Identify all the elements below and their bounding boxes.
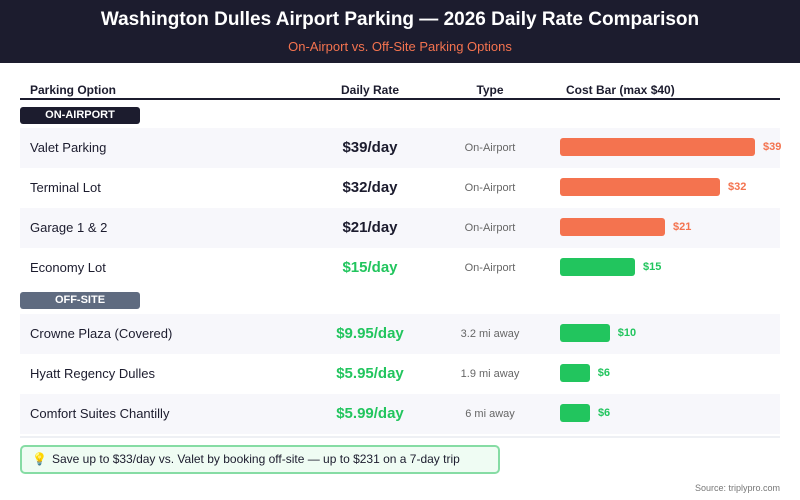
daily-rate: $15/day [342,259,398,276]
parking-type: 3.2 mi away [460,328,520,340]
parking-type: On-Airport [464,262,516,274]
callout-text: Save up to $33/day vs. Valet by booking … [52,452,460,466]
cost-bar [560,138,755,156]
table-row: Valet Parking $39/day On-Airport $39 [20,128,782,168]
bar-label: $6 [597,407,611,419]
cost-bar [560,178,720,196]
bar-label: $10 [617,327,637,339]
table-row: Garage 1 & 2 $21/day On-Airport $21 [20,208,780,248]
bar-label: $32 [728,181,747,193]
daily-rate: $5.99/day [336,405,404,422]
col-header-option: Parking Option [30,83,117,97]
parking-name: Hyatt Regency Dulles [30,366,155,381]
table-row: Hyatt Regency Dulles $5.95/day 1.9 mi aw… [20,354,780,394]
parking-type: On-Airport [464,222,516,234]
col-header-type: Type [476,83,504,97]
parking-name: Garage 1 & 2 [30,220,108,235]
daily-rate: $21/day [342,219,398,236]
parking-name: Valet Parking [30,140,107,155]
parking-type: On-Airport [464,142,516,154]
parking-type: On-Airport [464,182,516,194]
cost-bar [560,218,665,236]
parking-type: 6 mi away [465,408,515,420]
header: Washington Dulles Airport Parking — 2026… [0,0,800,63]
savings-callout: 💡 Save up to $33/day vs. Valet by bookin… [20,445,500,474]
table-row: Terminal Lot $32/day On-Airport $32 [20,168,780,208]
cost-bar [560,324,610,342]
section-badge: ON-AIRPORT [20,107,140,124]
bottom-divider [20,436,780,438]
chart-title: Washington Dulles Airport Parking — 2026… [100,9,700,30]
bar-label: $15 [643,261,662,273]
chart-subtitle: On-Airport vs. Off-Site Parking Options [288,39,512,54]
table-row: Economy Lot $15/day On-Airport $15 [20,248,780,288]
table-row: Comfort Suites Chantilly $5.99/day 6 mi … [20,394,780,434]
bar-label: $39 [763,141,782,153]
parking-type: 1.9 mi away [460,368,520,380]
col-header-bar: Cost Bar (max $40) [566,83,675,97]
cost-bar [560,404,590,422]
parking-name: Terminal Lot [30,180,101,195]
bar-label: $6 [597,367,610,379]
parking-name: Economy Lot [30,260,106,275]
header-divider [20,98,780,100]
cost-bar [560,364,590,382]
daily-rate: $9.95/day [336,325,404,342]
source: Source: triplypro.com [694,483,780,493]
daily-rate: $39/day [342,139,398,156]
section-badge: OFF-SITE [20,292,140,309]
lightbulb-icon: 💡 [32,452,47,466]
cost-bar [560,258,635,276]
daily-rate: $5.95/day [336,365,404,382]
col-header-rate: Daily Rate [340,83,400,97]
parking-name: Crowne Plaza (Covered) [30,326,173,341]
bar-label: $21 [673,221,692,233]
table-row: Crowne Plaza (Covered) $9.95/day 3.2 mi … [20,314,780,354]
parking-name: Comfort Suites Chantilly [30,406,170,421]
daily-rate: $32/day [342,179,398,196]
